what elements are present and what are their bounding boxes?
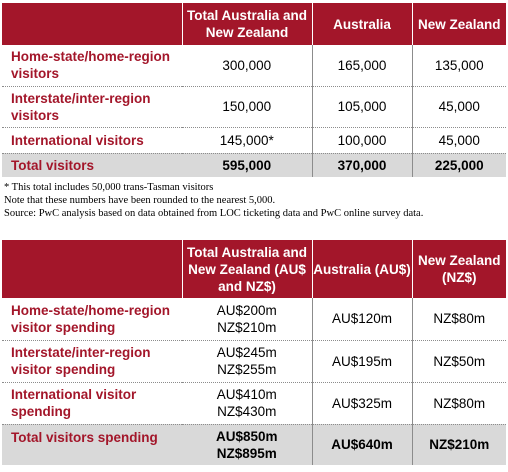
table-row: International visitor spending AU$410m N… [2,382,506,425]
total-label: Total visitors spending [2,424,182,465]
cell-total-au: AU$245m [216,345,277,360]
cell-total: AU$200m NZ$210m [182,298,312,341]
header-australia: Australia (AU$) [311,240,412,298]
table-row: Interstate/inter-region visitor spending… [2,340,506,383]
table-row: Home-state/home-region visitor spending … [2,298,506,341]
cell-total-nz: NZ$210m [217,319,277,335]
total-cell-australia: AU$640m [311,424,412,465]
total-cell-total: AU$850m NZ$895m [182,424,312,465]
total-row: Total visitors 595,000 370,000 225,000 [2,153,506,177]
header-total-aus-nz: Total Australia and New Zealand [181,3,312,45]
total-cell-nz: 225,000 [411,153,506,177]
cell-australia: AU$195m [311,340,412,383]
header-australia: Australia [311,3,412,45]
cell-total-au: AU$410m [216,387,277,402]
total-cell-total-nz: NZ$895m [216,445,277,461]
header-new-zealand: New Zealand [411,3,506,45]
cell-australia: 105,000 [311,86,412,128]
cell-nz: 45,000 [411,127,506,154]
spending-table: Total Australia and New Zealand (AU$ and… [2,240,506,465]
cell-total: 145,000* [182,127,312,154]
total-cell-total-au: AU$850m [215,428,278,444]
cell-australia: AU$120m [311,298,412,341]
table-row: Home-state/home-region visitors 300,000 … [2,45,506,87]
cell-nz: NZ$80m [411,298,506,341]
table-row: International visitors 145,000* 100,000 … [2,127,506,154]
header-blank [2,240,182,298]
header-new-zealand: New Zealand (NZ$) [411,240,506,298]
cell-nz: 45,000 [411,86,506,128]
visitors-table-header: Total Australia and New Zealand Australi… [2,3,506,45]
row-label: International visitors [2,127,182,154]
table-row: Interstate/inter-region visitors 150,000… [2,86,506,128]
cell-total-au: AU$200m [216,302,277,318]
cell-total-nz: NZ$430m [217,404,277,419]
row-label: Home-state/home-region visitor spending [2,298,182,341]
footnote-asterisk: * This total includes 50,000 trans-Tasma… [4,182,214,193]
cell-total-nz: NZ$255m [217,362,277,377]
cell-australia: 165,000 [311,45,412,87]
cell-australia: AU$325m [311,382,412,425]
row-label: Interstate/inter-region visitors [2,86,182,128]
total-cell-nz: NZ$210m [411,424,506,465]
total-row: Total visitors spending AU$850m NZ$895m … [2,424,506,465]
footnote-rounding: Note that these numbers have been rounde… [4,195,276,206]
cell-total: 150,000 [182,86,312,128]
table-notes: * This total includes 50,000 trans-Tasma… [4,181,504,220]
header-blank [2,3,182,45]
total-cell-australia: 370,000 [311,153,412,177]
spending-table-header: Total Australia and New Zealand (AU$ and… [2,240,506,298]
cell-nz: NZ$50m [411,340,506,383]
footnote-source: Source: PwC analysis based on data obtai… [4,208,424,219]
cell-nz: 135,000 [411,45,506,87]
total-cell-total: 595,000 [182,153,312,177]
cell-total: 300,000 [182,45,312,87]
header-total-aus-nz: Total Australia and New Zealand (AU$ and… [181,240,312,298]
row-label: Home-state/home-region visitors [2,45,182,87]
row-label: International visitor spending [2,382,182,425]
total-label: Total visitors [2,153,182,177]
cell-total: AU$245m NZ$255m [182,340,312,383]
row-label: Interstate/inter-region visitor spending [2,340,182,383]
visitors-table: Total Australia and New Zealand Australi… [2,3,506,177]
cell-nz: NZ$80m [411,382,506,425]
cell-total: AU$410m NZ$430m [182,382,312,425]
cell-australia: 100,000 [311,127,412,154]
